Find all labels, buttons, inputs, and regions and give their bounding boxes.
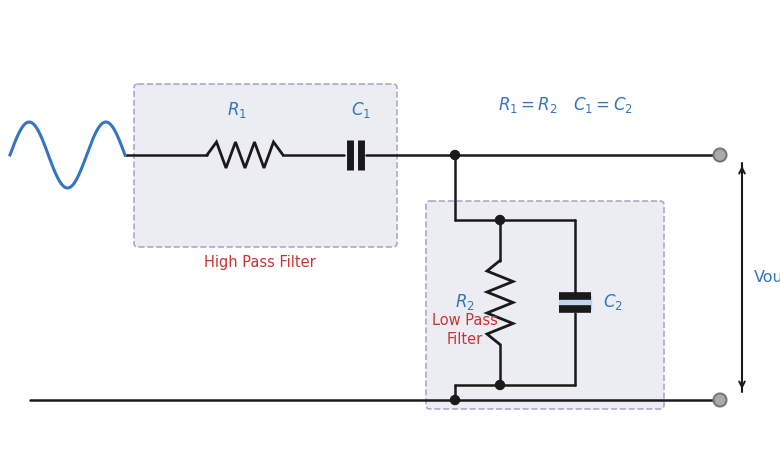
Circle shape — [451, 395, 459, 405]
Circle shape — [714, 393, 726, 407]
Text: $C_2$: $C_2$ — [603, 292, 623, 313]
Text: $R_1$: $R_1$ — [227, 100, 247, 120]
Text: High Pass Filter: High Pass Filter — [204, 256, 316, 271]
Text: Vout: Vout — [754, 270, 780, 285]
Text: $C_1$: $C_1$ — [351, 100, 371, 120]
FancyBboxPatch shape — [134, 84, 397, 247]
Circle shape — [451, 150, 459, 159]
Text: $R_2$: $R_2$ — [455, 292, 475, 313]
Text: $R_1 = R_2$   $C_1 = C_2$: $R_1 = R_2$ $C_1 = C_2$ — [498, 95, 633, 115]
Text: Low Pass
Filter: Low Pass Filter — [432, 313, 498, 347]
Circle shape — [714, 149, 726, 162]
Circle shape — [495, 381, 505, 390]
Circle shape — [495, 216, 505, 225]
FancyBboxPatch shape — [426, 201, 664, 409]
